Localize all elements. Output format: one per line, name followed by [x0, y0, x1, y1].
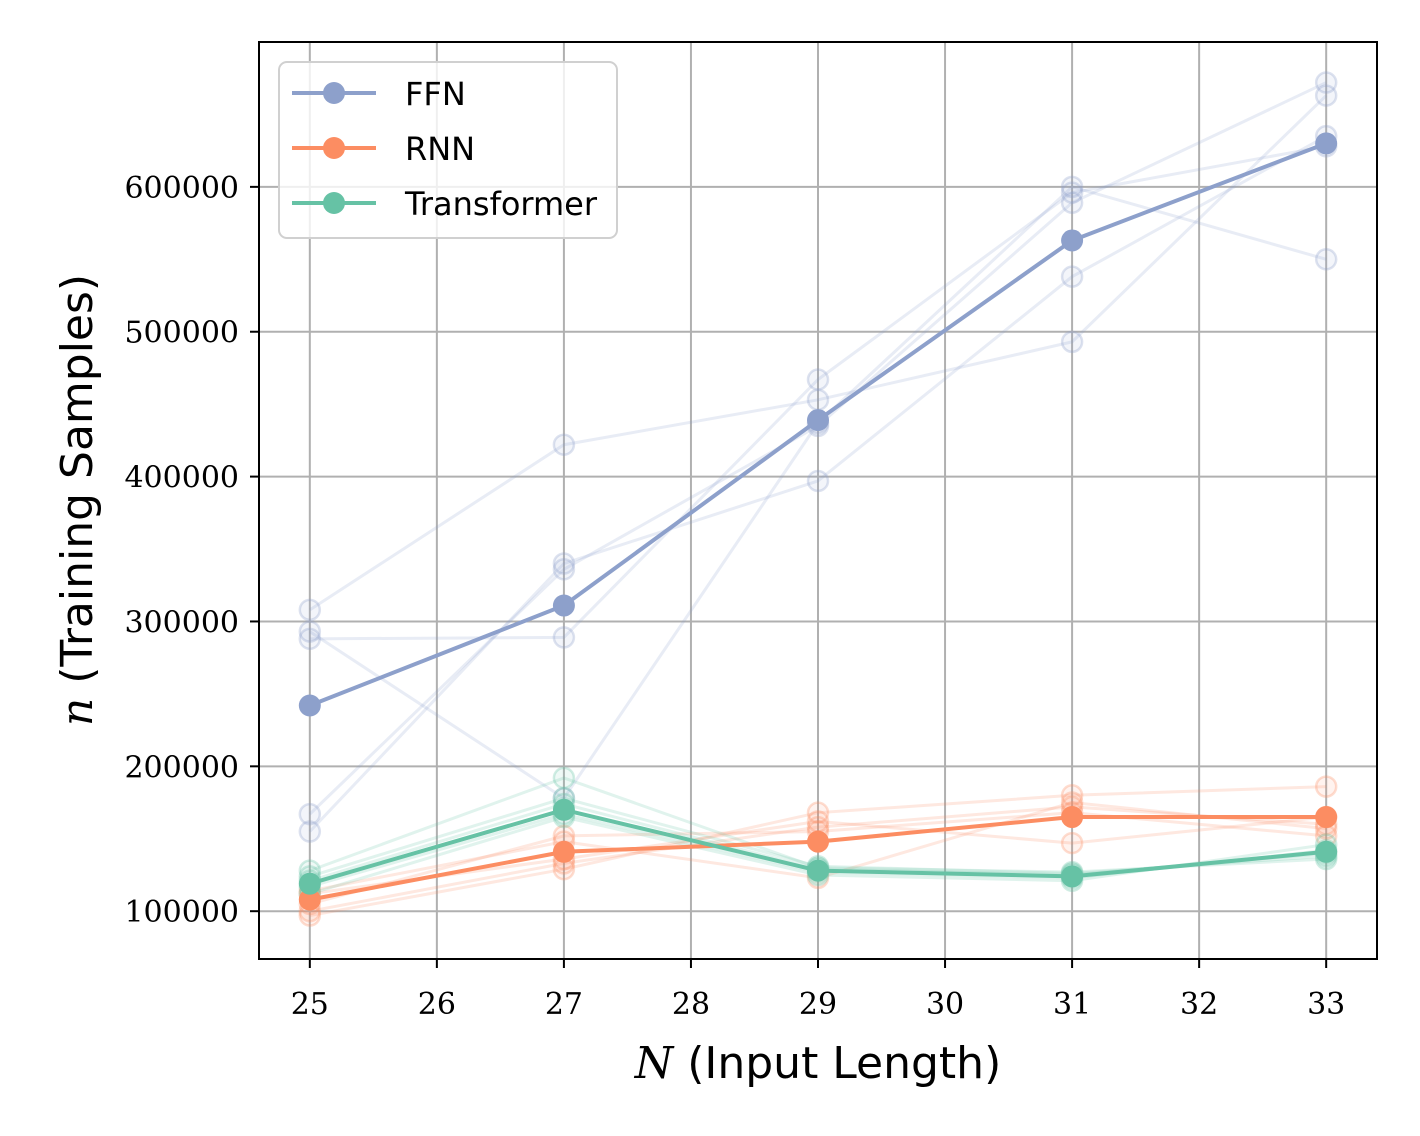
ffn-run-point	[1060, 181, 1084, 204]
rnn-run-line	[309, 805, 1327, 913]
ffn-run-point	[806, 469, 830, 493]
ffn-run-point	[552, 558, 576, 581]
legend: FFN RNN Transformer	[278, 61, 618, 239]
legend-transformer-marker	[323, 192, 345, 214]
rnn-run-line	[309, 785, 1327, 918]
ffn-mean-point	[298, 694, 321, 717]
x-tick-label: 31	[1053, 987, 1091, 1022]
ffn-run-point	[1060, 330, 1084, 354]
y-tick-label: 400000	[124, 461, 239, 496]
transformer-mean-point	[807, 859, 829, 882]
y-tick-label: 300000	[124, 605, 239, 640]
ffn-run-point	[298, 598, 322, 622]
x-tick-label: 32	[1180, 987, 1218, 1022]
ffn-run-point	[1314, 84, 1338, 107]
transformer-mean-point	[1061, 865, 1084, 888]
x-axis-ticks: 25 26 27 28 29 30 31 32 33	[291, 959, 1345, 1022]
rnn-mean-point	[1061, 806, 1084, 829]
ffn-run-point	[552, 433, 576, 456]
rnn-run-point	[806, 801, 830, 824]
ffn-mean-point	[552, 594, 575, 617]
transformer-mean-point	[552, 798, 575, 821]
ffn-run-point	[1060, 175, 1084, 199]
x-tick-label: 30	[926, 987, 964, 1022]
transformer-mean-point	[1315, 840, 1338, 863]
rnn-mean-point	[552, 840, 575, 863]
rnn-run-point	[1314, 775, 1338, 798]
ffn-mean-point	[1315, 132, 1338, 155]
ffn-mean-point	[807, 409, 829, 432]
y-tick-label: 200000	[124, 750, 239, 785]
ffn-run-point	[806, 368, 830, 391]
ffn-run-point	[298, 627, 322, 651]
ffn-run-point	[552, 552, 576, 575]
rnn-run-point	[1060, 831, 1084, 855]
rnn-run-point	[1060, 784, 1084, 807]
legend-box	[278, 61, 618, 239]
rnn-mean-point	[1315, 806, 1338, 829]
x-tick-label: 33	[1307, 987, 1345, 1022]
y-axis-ticks: 100000 200000 300000 400000 500000 600000	[124, 171, 259, 930]
legend-ffn-label: FFN	[405, 75, 466, 113]
ffn-run-point	[298, 820, 322, 843]
legend-transformer-label: Transformer	[404, 185, 598, 223]
ffn-run-point	[1314, 248, 1338, 271]
y-axis-label: n (Training Samples)	[52, 274, 103, 726]
legend-rnn-label: RNN	[405, 130, 475, 168]
ffn-run-point	[1060, 265, 1084, 288]
legend-ffn-marker	[323, 82, 345, 104]
ffn-run-point	[298, 620, 322, 643]
rnn-run-line	[309, 815, 1327, 896]
transformer-mean-point	[298, 872, 321, 895]
ffn-run-line	[308, 134, 1327, 833]
x-tick-label: 27	[545, 987, 583, 1022]
rnn-mean-point	[298, 888, 321, 911]
x-tick-label: 29	[799, 987, 837, 1022]
y-tick-label: 500000	[124, 316, 239, 351]
legend-rnn-marker	[323, 137, 345, 159]
ffn-run-point	[1314, 71, 1338, 94]
transformer-run-point	[552, 766, 576, 790]
x-tick-label: 25	[291, 987, 329, 1022]
x-tick-label: 28	[672, 987, 710, 1022]
rnn-mean-point	[807, 830, 829, 853]
ffn-run-line	[309, 94, 1328, 612]
ffn-run-point	[298, 802, 322, 826]
ffn-run-point	[552, 626, 576, 649]
x-tick-label: 26	[418, 987, 456, 1022]
y-tick-label: 100000	[124, 895, 239, 930]
mean-lines	[298, 132, 1338, 911]
x-axis-label: N (Input Length)	[634, 1038, 1002, 1089]
ffn-run-point	[806, 388, 830, 412]
y-tick-label: 600000	[124, 171, 239, 206]
ffn-mean-point	[1061, 229, 1084, 252]
ffn-run-point	[1060, 191, 1084, 215]
